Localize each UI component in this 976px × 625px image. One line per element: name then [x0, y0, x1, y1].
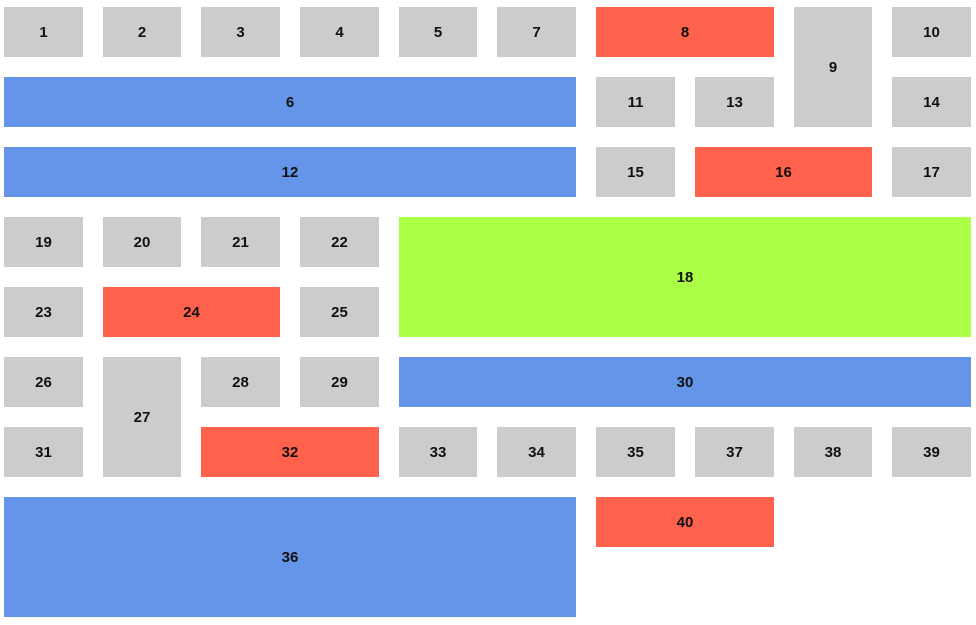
- tile-12: 12: [4, 147, 576, 197]
- tile-18: 18: [399, 217, 971, 337]
- tile-40: 40: [596, 497, 774, 547]
- tile-10: 10: [892, 7, 971, 57]
- tile-36: 36: [4, 497, 576, 617]
- tile-24: 24: [103, 287, 280, 337]
- tile-28: 28: [201, 357, 280, 407]
- tile-32: 32: [201, 427, 379, 477]
- tile-38: 38: [794, 427, 872, 477]
- tile-35: 35: [596, 427, 675, 477]
- tile-7: 7: [497, 7, 576, 57]
- tile-19: 19: [4, 217, 83, 267]
- tile-31: 31: [4, 427, 83, 477]
- tile-14: 14: [892, 77, 971, 127]
- tile-6: 6: [4, 77, 576, 127]
- tile-23: 23: [4, 287, 83, 337]
- tile-11: 11: [596, 77, 675, 127]
- tile-9: 9: [794, 7, 872, 127]
- tile-17: 17: [892, 147, 971, 197]
- tile-25: 25: [300, 287, 379, 337]
- tile-22: 22: [300, 217, 379, 267]
- tile-2: 2: [103, 7, 181, 57]
- tile-30: 30: [399, 357, 971, 407]
- tile-29: 29: [300, 357, 379, 407]
- tile-4: 4: [300, 7, 379, 57]
- tile-26: 26: [4, 357, 83, 407]
- tile-27: 27: [103, 357, 181, 477]
- tile-3: 3: [201, 7, 280, 57]
- tile-13: 13: [695, 77, 774, 127]
- tile-37: 37: [695, 427, 774, 477]
- tile-16: 16: [695, 147, 872, 197]
- tile-34: 34: [497, 427, 576, 477]
- tile-21: 21: [201, 217, 280, 267]
- tile-39: 39: [892, 427, 971, 477]
- tile-5: 5: [399, 7, 477, 57]
- tile-20: 20: [103, 217, 181, 267]
- tile-33: 33: [399, 427, 477, 477]
- tile-8: 8: [596, 7, 774, 57]
- tile-1: 1: [4, 7, 83, 57]
- tile-15: 15: [596, 147, 675, 197]
